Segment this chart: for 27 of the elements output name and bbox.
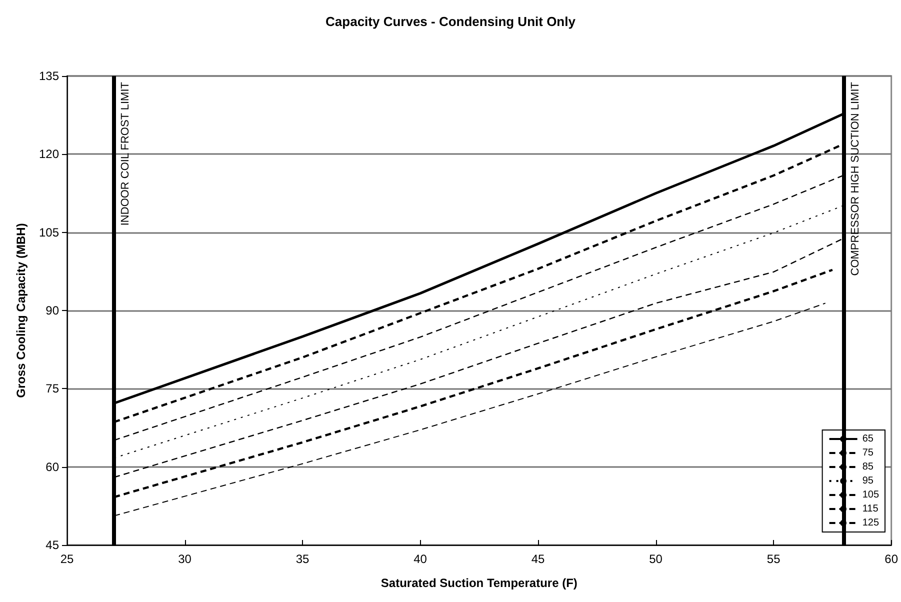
legend-label: 95 [862, 476, 874, 486]
legend-label: 105 [862, 490, 880, 500]
x-tick-label: 60 [884, 552, 898, 566]
y-tick-label: 120 [38, 147, 60, 162]
ref-line-label: COMPRESSOR HIGH SUCTION LIMIT [850, 82, 862, 276]
x-tick-label: 30 [178, 552, 192, 566]
x-tick-label: 55 [766, 552, 781, 566]
y-tick-label: 105 [38, 225, 60, 240]
y-axis-title: Gross Cooling Capacity (MBH) [14, 223, 28, 398]
legend-label: 65 [862, 434, 874, 444]
ref-line-label: INDOOR COIL FROST LIMIT [120, 82, 132, 226]
y-tick-label: 135 [38, 69, 60, 83]
y-tick-label: 75 [46, 382, 60, 396]
legend-label: 115 [862, 504, 879, 514]
x-tick-label: 45 [531, 552, 546, 566]
x-tick-label: 40 [414, 552, 428, 566]
chart-title: Capacity Curves - Condensing Unit Only [326, 14, 576, 29]
y-tick-label: 60 [46, 460, 60, 474]
y-tick-label: 45 [46, 538, 60, 552]
y-tick-label: 90 [46, 304, 60, 318]
legend-label: 125 [862, 518, 880, 528]
x-tick-label: 35 [296, 552, 310, 566]
legend-label: 75 [862, 448, 874, 458]
x-axis-title: Saturated Suction Temperature (F) [380, 576, 578, 590]
x-tick-label: 50 [649, 552, 663, 566]
legend-label: 85 [862, 462, 874, 472]
x-tick-label: 25 [60, 552, 74, 566]
